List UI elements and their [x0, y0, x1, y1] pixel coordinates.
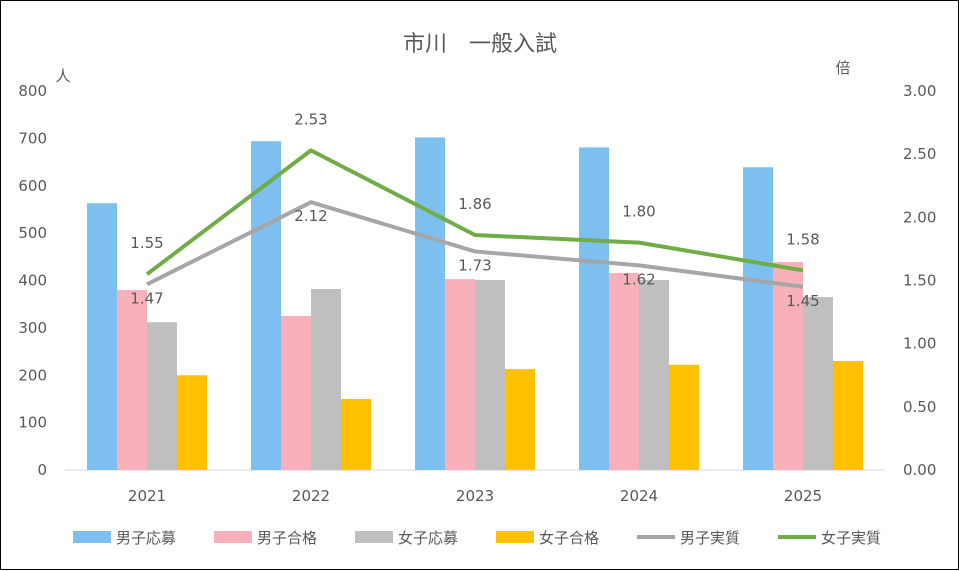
bar-男子合格 [281, 316, 311, 470]
data-label-男子実質: 1.47 [130, 289, 163, 307]
legend-swatch-男子合格 [214, 531, 252, 543]
legend-label-女子合格: 女子合格 [539, 529, 599, 547]
y-tick-label: 700 [18, 129, 47, 147]
y-tick-label: 800 [18, 82, 47, 100]
x-tick-label: 2021 [128, 487, 166, 505]
legend-label-女子実質: 女子実質 [821, 529, 881, 547]
y2-tick-label: 1.50 [903, 272, 936, 290]
y-tick-label: 0 [37, 461, 47, 479]
chart-title: 市川 一般入試 [403, 32, 557, 57]
y-tick-label: 400 [18, 272, 47, 290]
legend-label-女子応募: 女子応募 [398, 529, 458, 547]
legend-label-男子応募: 男子応募 [116, 529, 176, 547]
bar-男子合格 [445, 279, 475, 470]
y2-tick-label: 1.00 [903, 335, 936, 353]
data-label-女子実質: 2.53 [294, 110, 327, 128]
bar-男子合格 [609, 272, 639, 470]
y-tick-label: 100 [18, 414, 47, 432]
bar-男子応募 [415, 137, 445, 471]
y2-axis-label: 倍 [835, 59, 850, 77]
x-tick-label: 2023 [456, 487, 494, 505]
bar-男子合格 [773, 262, 803, 470]
bar-女子合格 [833, 361, 863, 470]
bar-女子合格 [177, 375, 207, 470]
y2-tick-label: 2.00 [903, 208, 936, 226]
bar-女子合格 [505, 369, 535, 470]
data-label-男子実質: 1.45 [786, 292, 819, 310]
y-axis-label: 人 [55, 67, 70, 85]
legend-swatch-女子合格 [496, 531, 534, 543]
y-tick-label: 600 [18, 177, 47, 195]
bar-女子応募 [803, 297, 833, 470]
legend-swatch-女子応募 [355, 531, 393, 543]
line-女子実質 [145, 148, 804, 276]
bar-男子応募 [743, 167, 773, 470]
line-男子実質 [146, 200, 804, 289]
bar-女子合格 [341, 398, 371, 470]
bar-男子合格 [117, 289, 147, 470]
x-tick-label: 2022 [292, 487, 330, 505]
y2-tick-label: 3.00 [903, 82, 936, 100]
legend-swatch-男子応募 [73, 531, 111, 543]
data-label-女子実質: 1.58 [786, 230, 819, 248]
data-label-女子実質: 1.80 [622, 203, 655, 221]
x-tick-label: 2024 [620, 487, 658, 505]
y-tick-label: 300 [18, 319, 47, 337]
y2-tick-label: 2.50 [903, 145, 936, 163]
bar-女子応募 [147, 322, 177, 470]
data-label-女子実質: 1.86 [458, 195, 491, 213]
bar-女子応募 [639, 280, 669, 470]
y2-tick-label: 0.00 [903, 461, 936, 479]
legend-label-男子実質: 男子実質 [680, 529, 740, 547]
x-tick-label: 2025 [784, 487, 822, 505]
y-tick-label: 500 [18, 224, 47, 242]
bar-女子合格 [669, 364, 699, 470]
data-label-男子実質: 1.73 [458, 256, 491, 274]
bar-男子応募 [251, 141, 281, 470]
bar-男子応募 [579, 147, 609, 470]
legend-label-男子合格: 男子合格 [257, 529, 317, 547]
y-tick-label: 200 [18, 366, 47, 384]
y2-tick-label: 0.50 [903, 398, 936, 416]
data-label-男子実質: 2.12 [294, 207, 327, 225]
bar-女子応募 [311, 289, 341, 470]
data-label-女子実質: 1.55 [130, 234, 163, 252]
bar-女子応募 [475, 280, 505, 470]
data-label-男子実質: 1.62 [622, 270, 655, 288]
bar-男子応募 [87, 203, 117, 470]
